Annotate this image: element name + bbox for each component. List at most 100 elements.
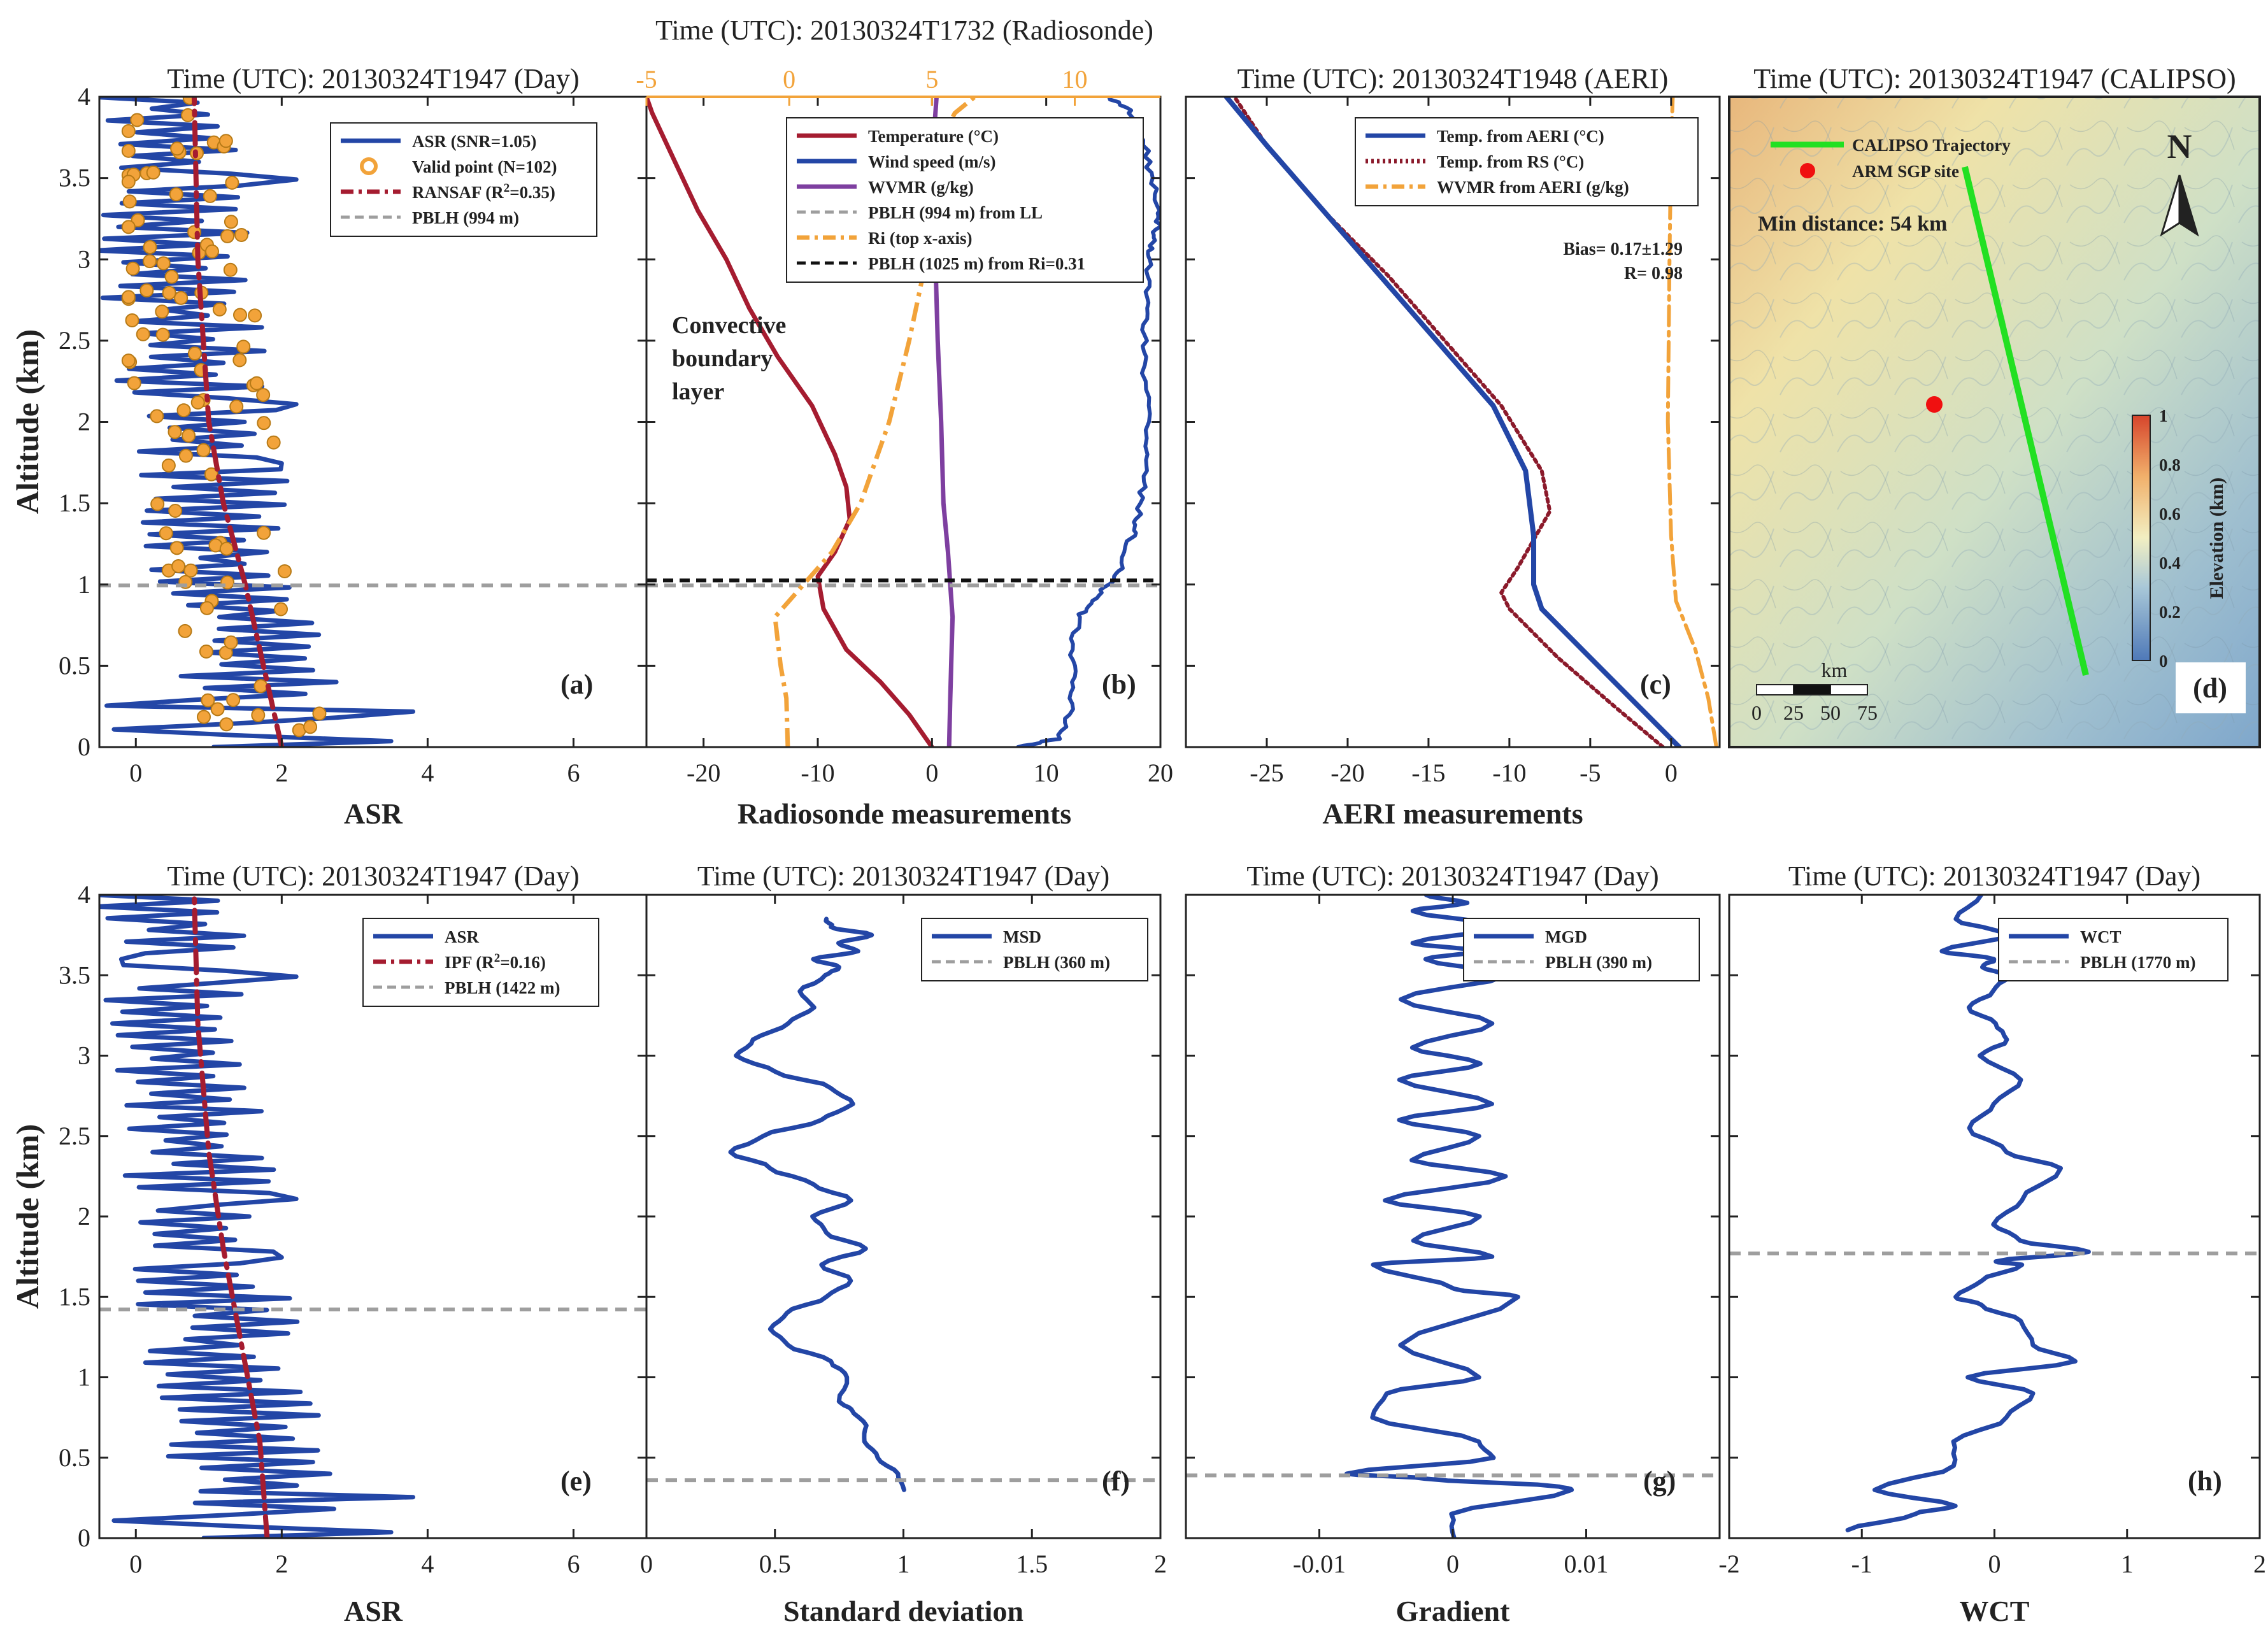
x-tick-label: 20: [1148, 759, 1173, 787]
x-tick-label: 2: [1154, 1550, 1167, 1578]
top-tick-label: 0: [783, 65, 795, 94]
valid-point: [229, 399, 244, 414]
x-tick-label: 0: [129, 759, 142, 787]
legend-entry: ASR (SNR=1.05): [412, 132, 536, 151]
colorbar-label: Elevation (km): [2206, 478, 2227, 599]
x-tick-label: 1.5: [1016, 1550, 1048, 1578]
x-tick-label: 1: [897, 1550, 910, 1578]
north-arrow-icon: [2178, 175, 2199, 237]
valid-point: [162, 285, 176, 300]
panel-d: CALIPSO Trajectory ARM SGP site Min distan…: [1728, 63, 2261, 748]
x-tick-label: 0: [925, 759, 938, 787]
valid-point: [312, 706, 327, 721]
y-tick-label: 0: [78, 732, 90, 761]
valid-point: [146, 165, 160, 180]
valid-point: [197, 709, 211, 724]
valid-point: [199, 645, 213, 659]
valid-point: [187, 346, 202, 361]
valid-point: [170, 141, 185, 156]
valid-point: [190, 395, 205, 410]
calipso-trajectory: [1962, 166, 2089, 676]
valid-point: [218, 134, 233, 148]
valid-point: [130, 113, 145, 127]
scale-tick: 0: [1751, 701, 1762, 724]
valid-point: [236, 339, 251, 354]
valid-point: [174, 290, 189, 305]
valid-point: [224, 635, 238, 650]
valid-point: [159, 526, 173, 541]
legend-entry: MGD: [1545, 927, 1587, 946]
valid-point: [223, 262, 238, 277]
annotation-line: layer: [672, 378, 724, 405]
valid-point: [127, 376, 141, 390]
legend-entry: Temperature (°C): [868, 127, 999, 146]
y-tick-label: 0: [78, 1523, 90, 1552]
valid-point: [136, 327, 150, 341]
valid-point: [150, 409, 164, 424]
north-label: N: [2167, 127, 2192, 166]
axes-box-g: [1185, 894, 1721, 1539]
x-tick-label: 0: [1665, 759, 1678, 787]
panel-label-bg: [2176, 662, 2246, 713]
scale-tick: 25: [1783, 701, 1804, 724]
legend-entry: MSD: [1003, 927, 1041, 946]
valid-point: [125, 313, 139, 327]
valid-point: [204, 467, 218, 481]
panel-label-a: (a): [560, 669, 593, 700]
colorbar-tick: 0: [2159, 652, 2168, 671]
axes-box-f: [645, 894, 1162, 1539]
panel-title-a: Time (UTC): 20130324T1947 (Day): [167, 63, 579, 94]
plot-area-g: [1186, 895, 1720, 1538]
ipf-fit-line: [191, 895, 270, 1538]
legend-entry: Valid point (N=102): [412, 157, 557, 176]
panel-title-d: Time (UTC): 20130324T1947 (CALIPSO): [1753, 63, 2236, 94]
x-tick-label: 6: [567, 759, 580, 787]
x-axis-label-f: Standard deviation: [783, 1595, 1023, 1627]
colorbar-tick: 0.6: [2159, 504, 2181, 524]
legend-entry: Temp. from RS (°C): [1437, 152, 1584, 171]
min-distance-label: Min distance: 54 km: [1758, 212, 1948, 236]
valid-point: [121, 290, 136, 304]
valid-point: [219, 541, 234, 556]
valid-point: [199, 601, 214, 615]
colorbar-tick: 0.2: [2159, 603, 2181, 622]
msd-line: [728, 916, 906, 1492]
valid-point: [156, 256, 171, 271]
x-tick-label: -10: [801, 759, 834, 787]
valid-point: [178, 624, 192, 638]
x-tick-label: -1: [1851, 1550, 1872, 1578]
r-stat: R= 0.98: [1624, 264, 1683, 283]
x-tick-label: 2: [275, 1550, 288, 1578]
valid-point: [257, 416, 271, 431]
y-tick-label: 1.5: [59, 488, 90, 517]
plot-area-h: [1729, 895, 2260, 1532]
top-tick-label: -5: [636, 65, 657, 94]
scale-unit: km: [1822, 659, 1848, 681]
legend-entry: PBLH (390 m): [1545, 953, 1652, 972]
legend-entry: ASR: [445, 927, 480, 946]
panel-label-b: (b): [1102, 669, 1136, 700]
x-tick-label: 6: [567, 1550, 580, 1578]
panel-h: -2 -1 0 1 2 WCT PBLH (1770 m) (h) Time (UTC): 20…: [1718, 860, 2266, 1627]
valid-point: [248, 308, 262, 323]
panel-title-b: Time (UTC): 20130324T1732 (Radiosonde): [655, 15, 1153, 46]
legend-g: MGD PBLH (390 m): [1463, 918, 1700, 981]
valid-point: [169, 187, 183, 202]
valid-point: [303, 720, 318, 734]
legend-marker: [1800, 163, 1815, 178]
x-tick-label: -2: [1718, 1550, 1739, 1578]
x-tick-label: 2: [275, 759, 288, 787]
valid-point: [196, 443, 211, 457]
x-tick-label: 0: [640, 1550, 653, 1578]
panel-a: 0 0.5 1 1.5 2 2.5 3 3.5 4 0 2 4 6 ASR (SNR=1.05) Valid…: [59, 63, 648, 830]
legend-box: [1463, 918, 1700, 981]
valid-point: [178, 448, 193, 463]
valid-point: [143, 239, 157, 254]
x-axis-label-e: ASR: [344, 1595, 403, 1627]
panel-title-g: Time (UTC): 20130324T1947 (Day): [1246, 860, 1658, 892]
valid-point: [251, 708, 266, 722]
x-axis-label-g: Gradient: [1396, 1595, 1511, 1627]
legend-b: Temperature (°C) Wind speed (m/s) WVMR (g/…: [786, 117, 1144, 283]
